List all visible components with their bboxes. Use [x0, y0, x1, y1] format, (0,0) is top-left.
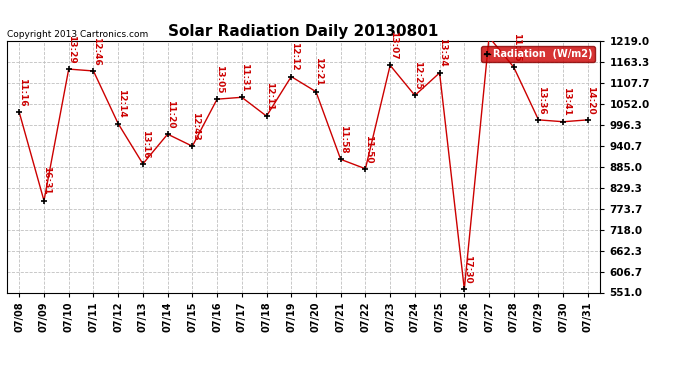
Radiation  (W/m2) — [114, 122, 122, 126]
Radiation  (W/m2) — [139, 162, 147, 166]
Radiation  (W/m2) — [312, 89, 320, 94]
Text: 11:58: 11:58 — [339, 125, 348, 154]
Text: 12:43: 12:43 — [191, 112, 200, 141]
Text: 13:41: 13:41 — [562, 87, 571, 116]
Text: 11:25: 11:25 — [512, 33, 521, 62]
Radiation  (W/m2) — [89, 69, 97, 73]
Text: 11:31: 11:31 — [240, 63, 249, 92]
Radiation  (W/m2) — [15, 110, 23, 115]
Radiation  (W/m2) — [188, 144, 197, 148]
Radiation  (W/m2) — [262, 114, 270, 118]
Radiation  (W/m2) — [164, 132, 172, 136]
Radiation  (W/m2) — [40, 198, 48, 203]
Text: Copyright 2013 Cartronics.com: Copyright 2013 Cartronics.com — [7, 30, 148, 39]
Title: Solar Radiation Daily 20130801: Solar Radiation Daily 20130801 — [168, 24, 439, 39]
Text: 17:30: 17:30 — [463, 255, 472, 284]
Text: 11:20: 11:20 — [166, 100, 175, 129]
Legend: Radiation  (W/m2): Radiation (W/m2) — [482, 46, 595, 62]
Radiation  (W/m2) — [559, 120, 567, 124]
Radiation  (W/m2) — [362, 166, 370, 171]
Text: 12:11: 12:11 — [265, 82, 274, 111]
Radiation  (W/m2) — [237, 95, 246, 99]
Text: 13:16: 13:16 — [141, 130, 150, 158]
Text: 13:29: 13:29 — [67, 35, 76, 63]
Radiation  (W/m2) — [534, 118, 542, 122]
Radiation  (W/m2) — [337, 157, 345, 162]
Radiation  (W/m2) — [485, 35, 493, 39]
Radiation  (W/m2) — [435, 70, 444, 75]
Radiation  (W/m2) — [386, 63, 394, 68]
Radiation  (W/m2) — [287, 74, 295, 79]
Text: 12:21: 12:21 — [315, 57, 324, 86]
Radiation  (W/m2) — [460, 287, 469, 291]
Text: 13:05: 13:05 — [215, 65, 224, 93]
Text: 11:16: 11:16 — [18, 78, 27, 107]
Radiation  (W/m2) — [65, 67, 73, 71]
Radiation  (W/m2) — [584, 118, 592, 122]
Text: 12:14: 12:14 — [117, 89, 126, 118]
Radiation  (W/m2) — [213, 97, 221, 101]
Radiation  (W/m2) — [510, 65, 518, 69]
Radiation  (W/m2) — [411, 93, 419, 98]
Text: 14:20: 14:20 — [586, 86, 595, 114]
Text: 13:34: 13:34 — [438, 39, 447, 67]
Text: 12:25: 12:25 — [413, 61, 422, 90]
Text: 16:31: 16:31 — [43, 166, 52, 195]
Text: 11:50: 11:50 — [364, 135, 373, 163]
Text: 13:36: 13:36 — [537, 86, 546, 114]
Line: Radiation  (W/m2): Radiation (W/m2) — [16, 34, 591, 292]
Text: 12:46: 12:46 — [92, 37, 101, 65]
Text: 13:07: 13:07 — [388, 31, 397, 60]
Text: 12:12: 12:12 — [290, 42, 299, 71]
